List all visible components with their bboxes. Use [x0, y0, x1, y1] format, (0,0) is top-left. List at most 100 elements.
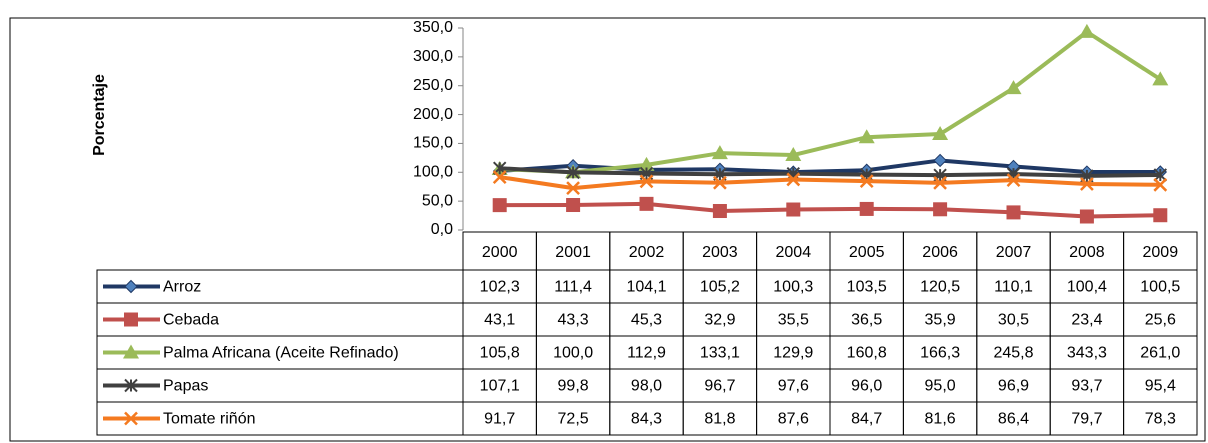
data-label: 87,6 — [778, 411, 809, 428]
legend-label: Papas — [163, 378, 208, 395]
data-label: 81,8 — [704, 411, 735, 428]
marker — [1080, 177, 1094, 191]
data-label: 129,9 — [773, 345, 813, 362]
marker — [859, 174, 874, 188]
marker — [858, 129, 875, 144]
marker — [933, 202, 948, 217]
marker — [786, 202, 801, 217]
x-tick-label: 2001 — [555, 244, 591, 261]
data-label: 160,8 — [847, 345, 887, 362]
data-label: 110,1 — [994, 279, 1033, 296]
data-label: 120,5 — [920, 279, 960, 296]
data-label: 99,8 — [558, 378, 589, 395]
data-label: 97,6 — [778, 378, 809, 395]
data-label: 43,3 — [558, 312, 589, 329]
marker — [124, 378, 138, 393]
marker — [492, 170, 507, 184]
data-label: 103,5 — [847, 279, 887, 296]
marker — [1078, 23, 1095, 38]
marker — [1006, 173, 1021, 188]
x-tick-label: 2006 — [922, 244, 958, 261]
marker — [933, 153, 947, 168]
marker — [566, 198, 581, 213]
y-axis-label: Porcentaje — [91, 74, 108, 156]
marker — [711, 145, 728, 160]
data-label: 107,1 — [480, 378, 520, 395]
marker — [1006, 205, 1021, 220]
data-label: 96,9 — [998, 378, 1029, 395]
data-label: 86,4 — [998, 411, 1029, 428]
data-label: 105,8 — [480, 345, 520, 362]
series-line — [499, 166, 1161, 178]
data-label: 166,3 — [920, 345, 960, 362]
x-tick-label: 2003 — [702, 244, 738, 261]
x-tick-label: 2000 — [482, 244, 518, 261]
y-tick-label: 50,0 — [422, 192, 453, 209]
marker — [1153, 168, 1168, 182]
x-tick-label: 2005 — [849, 244, 885, 261]
data-label: 45,3 — [631, 312, 662, 329]
y-tick-label: 250,0 — [413, 77, 453, 94]
marker — [932, 126, 949, 141]
data-label: 84,3 — [631, 411, 662, 428]
data-label: 98,0 — [631, 378, 662, 395]
y-tick-label: 200,0 — [413, 106, 453, 123]
data-label: 261,0 — [1140, 345, 1180, 362]
data-label: 79,7 — [1071, 411, 1102, 428]
marker — [1079, 209, 1094, 224]
marker — [1153, 177, 1168, 192]
x-tick-label: 2007 — [996, 244, 1032, 261]
x-tick-label: 2008 — [1069, 244, 1105, 261]
data-label: 84,7 — [851, 411, 882, 428]
data-label: 245,8 — [993, 345, 1033, 362]
marker — [639, 196, 654, 211]
y-tick-label: 0,0 — [431, 221, 453, 238]
marker — [566, 181, 580, 196]
marker — [124, 279, 138, 294]
data-label: 35,9 — [925, 312, 956, 329]
marker — [712, 204, 727, 219]
x-tick-label: 2004 — [776, 244, 812, 261]
series-line — [499, 201, 1161, 219]
legend-label: Tomate riñón — [163, 411, 256, 428]
data-label: 93,7 — [1071, 378, 1102, 395]
data-label: 100,0 — [553, 345, 593, 362]
data-label: 104,1 — [626, 279, 666, 296]
legend-label: Arroz — [163, 279, 201, 296]
x-tick-label: 2009 — [1143, 244, 1179, 261]
marker — [1005, 80, 1022, 95]
data-label: 100,4 — [1067, 279, 1107, 296]
marker — [1152, 71, 1169, 86]
data-label: 100,3 — [773, 279, 813, 296]
data-label: 133,1 — [700, 345, 740, 362]
marker — [859, 201, 874, 216]
data-label: 96,0 — [851, 378, 882, 395]
marker — [1006, 167, 1021, 181]
data-label: 36,5 — [851, 312, 882, 329]
x-tick-label: 2002 — [629, 244, 665, 261]
data-label: 25,6 — [1145, 312, 1176, 329]
marker — [124, 411, 138, 426]
data-label: 105,2 — [700, 279, 740, 296]
data-label: 91,7 — [484, 411, 515, 428]
marker — [785, 147, 802, 162]
marker — [933, 176, 947, 190]
marker — [639, 174, 654, 189]
data-label: 96,7 — [704, 378, 735, 395]
table-cell — [1123, 401, 1198, 436]
data-label: 72,5 — [558, 411, 589, 428]
data-label: 102,3 — [480, 279, 520, 296]
series-line — [499, 29, 1162, 175]
data-label: 95,4 — [1145, 378, 1176, 395]
marker — [124, 312, 138, 327]
data-label: 343,3 — [1067, 345, 1107, 362]
y-tick-label: 300,0 — [413, 48, 453, 65]
marker — [638, 156, 655, 171]
series-line — [499, 175, 1161, 191]
marker — [786, 172, 801, 187]
y-tick-label: 100,0 — [413, 164, 453, 181]
legend-label: Palma Africana (Aceite Refinado) — [163, 345, 399, 362]
data-label: 32,9 — [704, 312, 735, 329]
